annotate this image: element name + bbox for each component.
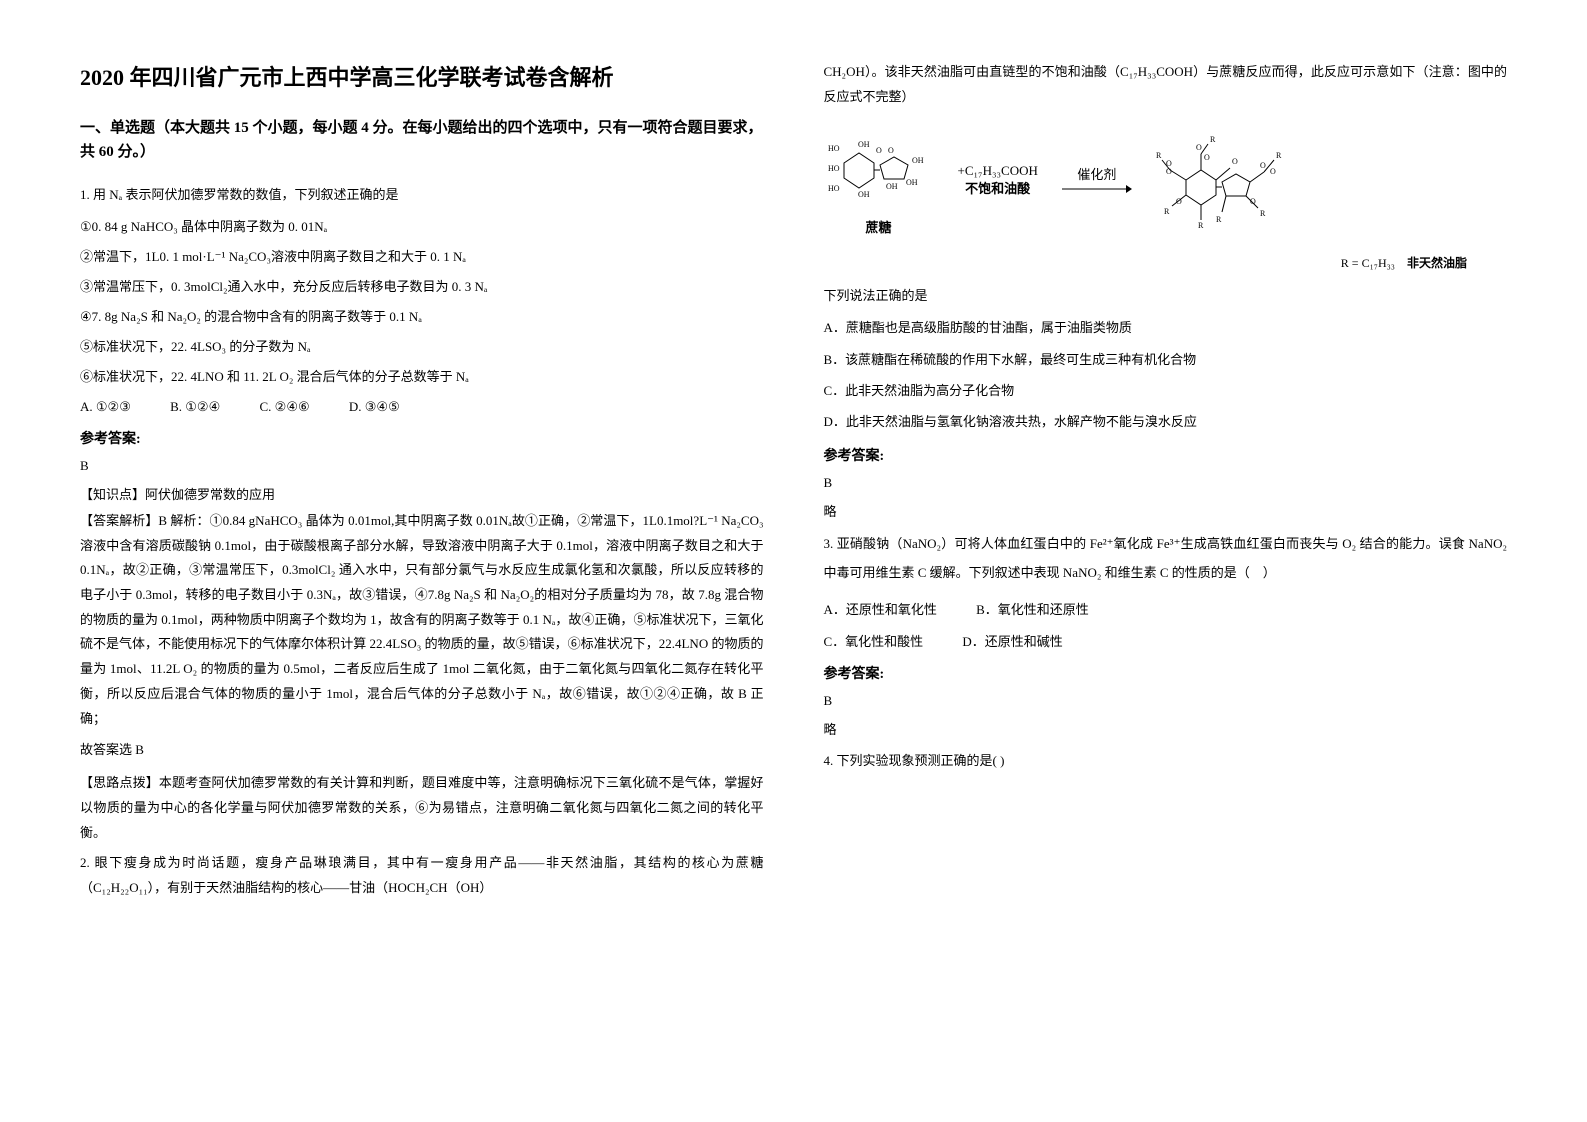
- sucrose-svg: HO OH HO O HO OH OH OH OH O: [824, 123, 934, 213]
- q1-optD: D. ③④⑤: [349, 394, 400, 420]
- q2-optA: A．蔗糖酯也是高级脂肪酸的甘油酯，属于油脂类物质: [824, 312, 1508, 343]
- svg-text:O: O: [1260, 161, 1266, 170]
- q2-answer-label: 参考答案:: [824, 445, 1508, 465]
- svg-text:O: O: [1176, 197, 1182, 206]
- q1-s1: ①0. 84 g NaHCO₃ 晶体中阴离子数为 0. 01Nₐ: [80, 214, 764, 240]
- q1-tips: 【思路点拨】本题考查阿伏加德罗常数的有关计算和判断，题目难度中等，注意明确标况下…: [80, 771, 764, 845]
- svg-text:O: O: [888, 146, 894, 155]
- q3-body: 亚硝酸钠（NaNO₂）可将人体血红蛋白中的 Fe²⁺氧化成 Fe³⁺生成高铁血红…: [824, 536, 1508, 580]
- svg-text:R: R: [1156, 151, 1162, 160]
- svg-text:O: O: [876, 146, 882, 155]
- q2-intro-text: 眼下瘦身成为时尚话题，瘦身产品琳琅满目，其中有一瘦身用产品——非天然油脂，其结构…: [80, 855, 764, 895]
- q2-optB: B．该蔗糖酯在稀硫酸的作用下水解，最终可生成三种有机化合物: [824, 344, 1508, 375]
- q4-stem: 下列实验现象预测正确的是( ): [837, 753, 1005, 768]
- q2-answer: B: [824, 475, 1508, 491]
- q2-optC: C．此非天然油脂为高分子化合物: [824, 375, 1508, 406]
- svg-text:O: O: [1204, 153, 1210, 162]
- q2-num: 2.: [80, 855, 90, 870]
- q3: 3. 亚硝酸钠（NaNO₂）可将人体血红蛋白中的 Fe²⁺氧化成 Fe³⁺生成高…: [824, 530, 1508, 587]
- svg-text:OH: OH: [886, 182, 898, 191]
- q2-intro-left: 2. 眼下瘦身成为时尚话题，瘦身产品琳琅满目，其中有一瘦身用产品——非天然油脂，…: [80, 851, 764, 900]
- svg-text:O: O: [1270, 167, 1276, 176]
- product-structure: RO RO O RO R RO R R OO OO: [1156, 130, 1306, 230]
- r-formula: R = C₁₇H₃₃: [1341, 256, 1395, 270]
- q1-answer-label: 参考答案:: [80, 428, 764, 448]
- q2-optD: D．此非天然油脂与氢氧化钠溶液共热，水解产物不能与溴水反应: [824, 406, 1508, 437]
- q3-options-row1: A．还原性和氧化性 B．氧化性和还原性: [824, 597, 1508, 623]
- svg-text:R: R: [1210, 135, 1216, 144]
- svg-text:HO: HO: [828, 184, 840, 193]
- q1-s2: ②常温下，1L0. 1 mol·L⁻¹ Na₂CO₃溶液中阴离子数目之和大于 0…: [80, 244, 764, 270]
- q1-optA: A. ①②③: [80, 394, 131, 420]
- q1-s6: ⑥标准状况下，22. 4LNO 和 11. 2L O₂ 混合后气体的分子总数等于…: [80, 364, 764, 390]
- reaction-diagram: HO OH HO O HO OH OH OH OH O 蔗糖 +C₁₇H₃₃COOH 不…: [824, 123, 1508, 236]
- q1-s3: ③常温常压下，0. 3molCl₂通入水中，充分反应后转移电子数目为 0. 3 …: [80, 274, 764, 300]
- acid-label: 不饱和油酸: [965, 180, 1030, 198]
- svg-text:O: O: [1166, 167, 1172, 176]
- q3-answer: B: [824, 693, 1508, 709]
- page-title: 2020 年四川省广元市上西中学高三化学联考试卷含解析: [80, 60, 764, 92]
- svg-text:OH: OH: [912, 156, 924, 165]
- q1-optC: C. ②④⑥: [260, 394, 310, 420]
- q2-brief: 略: [824, 501, 1508, 520]
- svg-text:HO: HO: [828, 164, 840, 173]
- q1-answer: B: [80, 458, 764, 474]
- q3-optB: B．氧化性和还原性: [976, 597, 1089, 623]
- sucrose-label: 蔗糖: [865, 217, 891, 236]
- section-header: 一、单选题（本大题共 15 个小题，每小题 4 分。在每小题给出的四个选项中，只…: [80, 116, 764, 164]
- svg-text:O: O: [1196, 143, 1202, 152]
- product-svg: RO RO O RO R RO R R OO OO: [1156, 130, 1306, 230]
- right-column: CH₂OH）。该非天然油脂可由直链型的不饱和油酸（C₁₇H₃₃COOH）与蔗糖反…: [824, 60, 1508, 901]
- q1-s5: ⑤标准状况下，22. 4LSO₃ 的分子数为 Nₐ: [80, 334, 764, 360]
- reaction-center: +C₁₇H₃₃COOH 不饱和油酸: [958, 162, 1038, 198]
- svg-text:R: R: [1260, 209, 1266, 218]
- q1-stem: 用 Nₐ 表示阿伏加德罗常数的数值，下列叙述正确的是: [93, 187, 398, 202]
- q3-options-row2: C．氧化性和酸性 D．还原性和碱性: [824, 629, 1508, 655]
- q3-optD: D．还原性和碱性: [962, 629, 1062, 655]
- arrow-icon: [1062, 183, 1132, 195]
- reaction-arrow: 催化剂: [1062, 164, 1132, 195]
- product-caption: R = C₁₇H₃₃ 非天然油脂: [824, 254, 1468, 271]
- q3-num: 3.: [824, 536, 834, 551]
- q1-knowledge: 【知识点】阿伏伽德罗常数的应用: [80, 484, 764, 503]
- svg-text:OH: OH: [906, 178, 918, 187]
- svg-text:R: R: [1276, 151, 1282, 160]
- catalyst-label: 催化剂: [1077, 164, 1116, 183]
- q1-explain: 【答案解析】B 解析：①0.84 gNaHCO₃ 晶体为 0.01mol,其中阴…: [80, 509, 764, 731]
- q3-answer-label: 参考答案:: [824, 663, 1508, 683]
- svg-text:R: R: [1164, 207, 1170, 216]
- q1-s4: ④7. 8g Na₂S 和 Na₂O₂ 的混合物中含有的阴离子数等于 0.1 N…: [80, 304, 764, 330]
- svg-text:HO: HO: [828, 144, 840, 153]
- q2-intro-right: CH₂OH）。该非天然油脂可由直链型的不饱和油酸（C₁₇H₃₃COOH）与蔗糖反…: [824, 60, 1508, 109]
- product-label: 非天然油脂: [1407, 256, 1467, 270]
- q3-optA: A．还原性和氧化性: [824, 597, 937, 623]
- q1: 1. 用 Nₐ 表示阿伏加德罗常数的数值，下列叙述正确的是: [80, 182, 764, 208]
- q1-options: A. ①②③ B. ①②④ C. ②④⑥ D. ③④⑤: [80, 394, 764, 420]
- svg-text:OH: OH: [858, 140, 870, 149]
- q3-optC: C．氧化性和酸性: [824, 629, 924, 655]
- svg-text:R: R: [1198, 221, 1204, 230]
- acid-formula: +C₁₇H₃₃COOH: [958, 163, 1038, 178]
- sucrose-structure: HO OH HO O HO OH OH OH OH O 蔗糖: [824, 123, 934, 236]
- svg-text:R: R: [1216, 215, 1222, 224]
- svg-text:OH: OH: [858, 190, 870, 199]
- svg-text:O: O: [1232, 157, 1238, 166]
- q1-num: 1.: [80, 187, 90, 202]
- svg-text:O: O: [1250, 197, 1256, 206]
- q4-num: 4.: [824, 753, 834, 768]
- q4: 4. 下列实验现象预测正确的是( ): [824, 748, 1508, 774]
- q3-brief: 略: [824, 719, 1508, 738]
- q2-below: 下列说法正确的是: [824, 285, 1508, 304]
- left-column: 2020 年四川省广元市上西中学高三化学联考试卷含解析 一、单选题（本大题共 1…: [80, 60, 764, 901]
- q1-optB: B. ①②④: [170, 394, 220, 420]
- q1-conclusion: 故答案选 B: [80, 737, 764, 763]
